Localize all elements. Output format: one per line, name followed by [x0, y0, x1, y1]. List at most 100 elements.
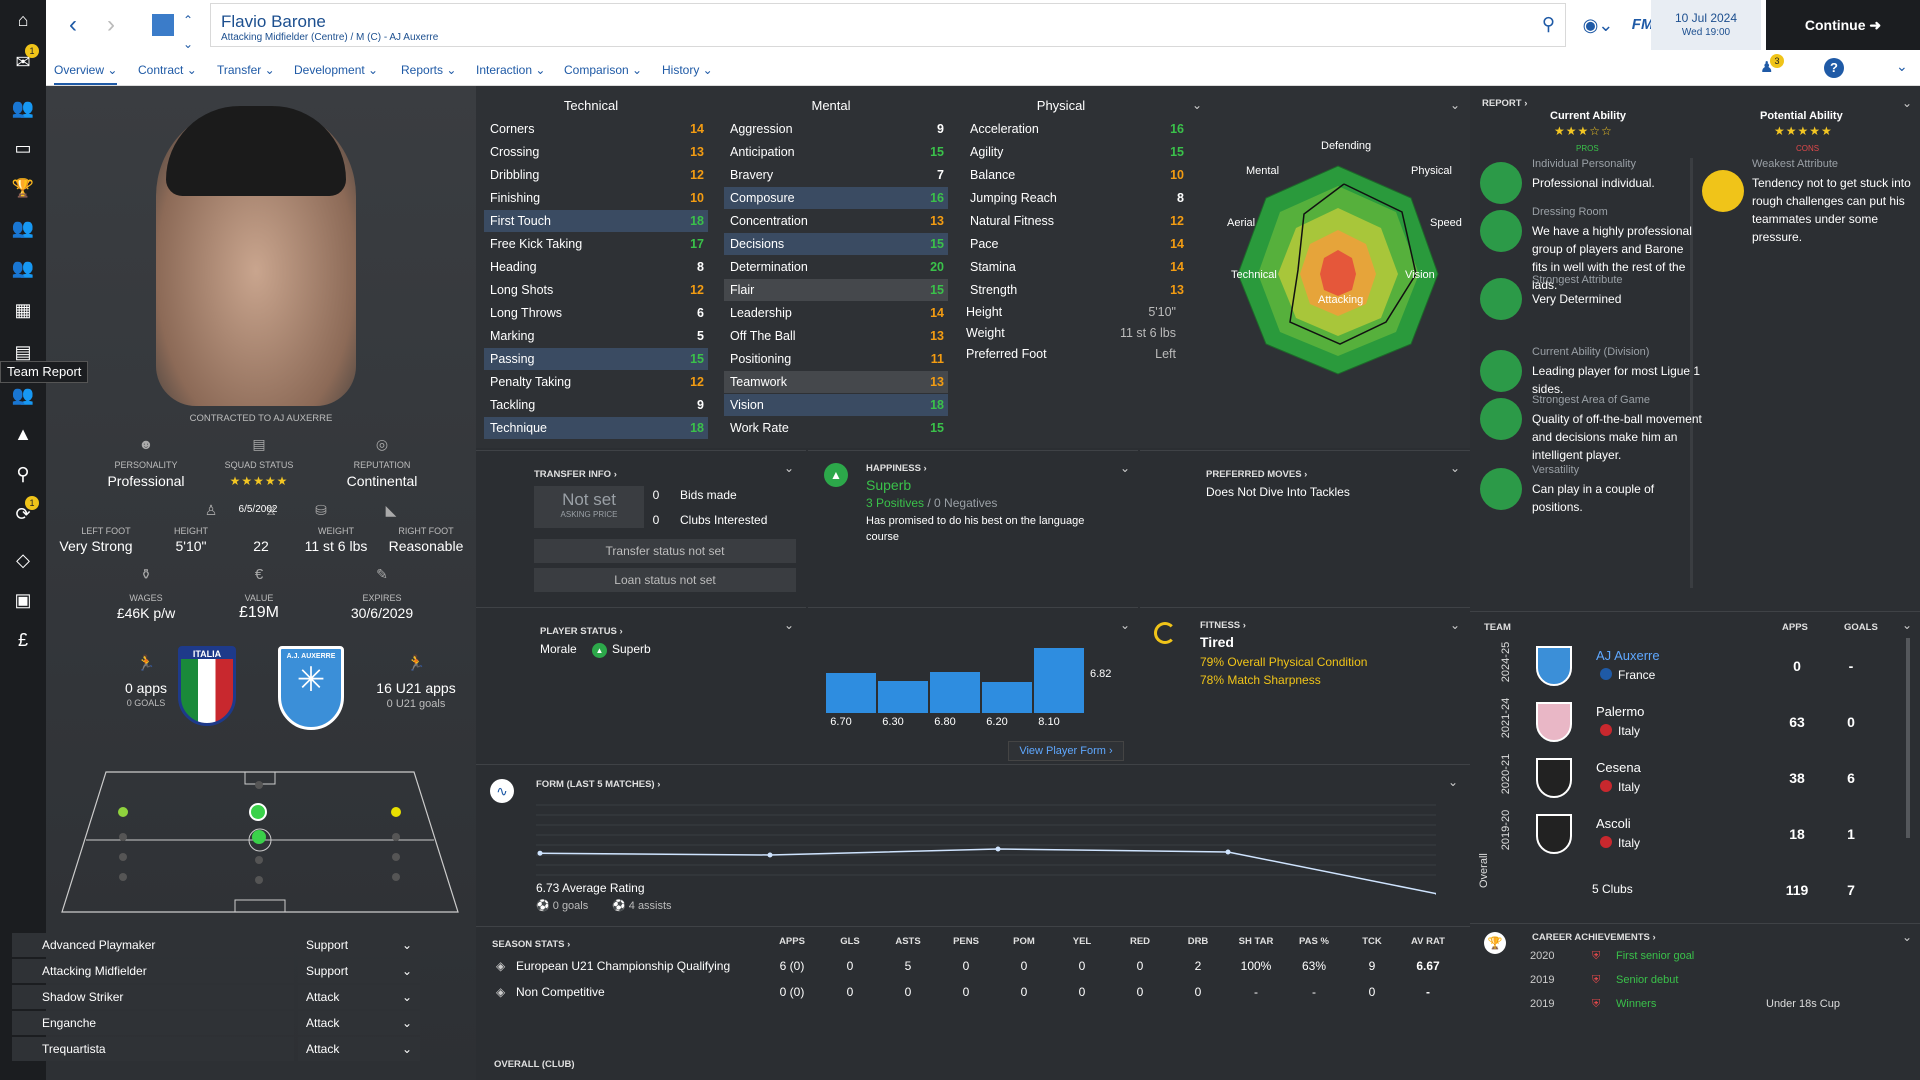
- fitness-title[interactable]: FITNESS ›: [1200, 620, 1246, 631]
- chevron-down-icon[interactable]: ⌄: [784, 618, 795, 632]
- attribute-jumping-reach[interactable]: Jumping Reach 8: [970, 191, 1184, 205]
- role-row[interactable]: Enganche Attack ⌄: [12, 1011, 420, 1035]
- season-header[interactable]: YEL: [1072, 936, 1092, 947]
- chevron-down-icon[interactable]: ⌄: [1902, 618, 1913, 632]
- career-row[interactable]: 2020-21 Cesena Italy 38 6: [1500, 752, 1900, 804]
- preferred-moves-title[interactable]: PREFERRED MOVES ›: [1206, 469, 1308, 480]
- rating-bar[interactable]: [930, 672, 980, 713]
- form-title[interactable]: FORM (LAST 5 MATCHES) ›: [536, 779, 661, 790]
- attribute-tackling[interactable]: Tackling 9: [490, 398, 704, 412]
- training-icon[interactable]: 👥: [11, 385, 35, 405]
- report-title[interactable]: REPORT ›: [1482, 98, 1528, 109]
- tab-development[interactable]: Development ⌄: [294, 63, 379, 77]
- career-row[interactable]: 2021-24 Palermo Italy 63 0: [1500, 696, 1900, 748]
- attribute-agility[interactable]: Agility 15: [970, 145, 1184, 159]
- trophy-icon[interactable]: 🏆: [11, 178, 35, 198]
- attribute-marking[interactable]: Marking 5: [490, 329, 704, 343]
- season-header[interactable]: SH TAR: [1238, 936, 1274, 947]
- help-icon[interactable]: ?: [1824, 58, 1844, 78]
- scouting-icon[interactable]: ◇: [16, 550, 30, 570]
- tactics-icon[interactable]: ▦: [14, 300, 32, 320]
- attribute-first-touch[interactable]: First Touch 18: [484, 210, 708, 232]
- season-header[interactable]: DRB: [1187, 936, 1209, 947]
- report-scrollbar[interactable]: [1690, 158, 1693, 588]
- attribute-determination[interactable]: Determination 20: [730, 260, 944, 274]
- tab-comparison[interactable]: Comparison ⌄: [564, 63, 643, 77]
- attribute-off-the-ball[interactable]: Off The Ball 13: [730, 329, 944, 343]
- home-icon[interactable]: ⌂: [17, 10, 29, 30]
- role-row[interactable]: Attacking Midfielder Support ⌄: [12, 959, 420, 983]
- season-header[interactable]: PAS %: [1299, 936, 1329, 947]
- achievement-row[interactable]: 2019 ⛨ Winners Under 18s Cup: [1530, 998, 1910, 1018]
- attribute-aggression[interactable]: Aggression 9: [730, 122, 944, 136]
- club-crest-icon[interactable]: [152, 14, 174, 36]
- attribute-penalty-taking[interactable]: Penalty Taking 12: [490, 375, 704, 389]
- chevron-down-icon[interactable]: ⌄: [784, 461, 795, 475]
- chevron-down-icon[interactable]: ⌄: [1896, 58, 1908, 74]
- role-row[interactable]: Advanced Playmaker Support ⌄: [12, 933, 420, 957]
- chevron-down-icon[interactable]: ⌄: [1448, 775, 1459, 789]
- season-header[interactable]: APPS: [779, 936, 805, 947]
- notifications-icon[interactable]: ♟ 3: [1760, 54, 1784, 78]
- season-header[interactable]: POM: [1013, 936, 1035, 947]
- achievements-title[interactable]: CAREER ACHIEVEMENTS ›: [1532, 932, 1656, 943]
- tab-interaction[interactable]: Interaction ⌄: [476, 63, 546, 77]
- attribute-concentration[interactable]: Concentration 13: [730, 214, 944, 228]
- forward-icon[interactable]: ›: [107, 11, 115, 38]
- rating-bar[interactable]: [826, 673, 876, 713]
- finances-icon[interactable]: £: [17, 630, 28, 650]
- season-row[interactable]: ◈ Non Competitive 0 (0) 0 0 0 0 0 0 0 - - 0 -: [490, 980, 1470, 1004]
- chevron-down-icon[interactable]: ⌄: [1450, 98, 1461, 112]
- chevron-down-icon[interactable]: ⌄: [1120, 618, 1131, 632]
- chevron-down-icon[interactable]: ⌄: [1192, 98, 1203, 112]
- career-scrollbar[interactable]: [1906, 638, 1910, 838]
- role-duty-select[interactable]: Support ⌄: [298, 933, 420, 957]
- role-duty-select[interactable]: Attack ⌄: [298, 985, 420, 1009]
- attribute-composure[interactable]: Composure 16: [724, 187, 948, 209]
- season-row[interactable]: ◈ European U21 Championship Qualifying 6 (…: [490, 954, 1470, 978]
- season-header[interactable]: PENS: [953, 936, 979, 947]
- globe-icon[interactable]: ◉⌄: [1582, 15, 1614, 35]
- attribute-finishing[interactable]: Finishing 10: [490, 191, 704, 205]
- attribute-long-throws[interactable]: Long Throws 6: [490, 306, 704, 320]
- club-name[interactable]: Palermo: [1596, 704, 1645, 719]
- rating-bar[interactable]: [982, 682, 1032, 713]
- career-row[interactable]: 2024-25 AJ Auxerre France 0 -: [1500, 640, 1900, 692]
- search-icon[interactable]: ⚲: [16, 464, 30, 484]
- attribute-technique[interactable]: Technique 18: [484, 417, 708, 439]
- schedule-icon[interactable]: ▭: [14, 138, 32, 158]
- attribute-pace[interactable]: Pace 14: [970, 237, 1184, 251]
- tab-reports[interactable]: Reports ⌄: [401, 63, 457, 77]
- loan-status-button[interactable]: Loan status not set: [534, 568, 796, 592]
- attribute-work-rate[interactable]: Work Rate 15: [730, 421, 944, 435]
- chevron-down-icon[interactable]: ⌄: [1902, 930, 1913, 944]
- role-duty-select[interactable]: Attack ⌄: [298, 1011, 420, 1035]
- inbox-icon[interactable]: ✉ 1: [11, 44, 39, 74]
- attribute-anticipation[interactable]: Anticipation 15: [730, 145, 944, 159]
- role-row[interactable]: Trequartista Attack ⌄: [12, 1037, 420, 1061]
- medical-icon[interactable]: ▲: [14, 424, 32, 444]
- role-duty-select[interactable]: Support ⌄: [298, 959, 420, 983]
- achievement-row[interactable]: 2020 ⛨ First senior goal: [1530, 950, 1910, 970]
- attribute-crossing[interactable]: Crossing 13: [490, 145, 704, 159]
- rating-bar[interactable]: [1034, 648, 1084, 713]
- transfer-info-title[interactable]: TRANSFER INFO ›: [534, 469, 617, 480]
- player-status-title[interactable]: PLAYER STATUS ›: [540, 626, 623, 637]
- attribute-passing[interactable]: Passing 15: [484, 348, 708, 370]
- achievement-row[interactable]: 2019 ⛨ Senior debut: [1530, 974, 1910, 994]
- briefcase-icon[interactable]: ▣: [14, 590, 32, 610]
- attribute-strength[interactable]: Strength 13: [970, 283, 1184, 297]
- season-header[interactable]: RED: [1129, 936, 1151, 947]
- career-row[interactable]: 2019-20 Ascoli Italy 18 1: [1500, 808, 1900, 860]
- club-name[interactable]: AJ Auxerre: [1596, 648, 1660, 663]
- attribute-long-shots[interactable]: Long Shots 12: [490, 283, 704, 297]
- tab-history[interactable]: History ⌄: [662, 63, 713, 77]
- date-box[interactable]: 10 Jul 2024 Wed 19:00: [1651, 0, 1761, 50]
- youth-icon[interactable]: 👥: [11, 258, 35, 278]
- season-header[interactable]: TCK: [1362, 936, 1382, 947]
- chevron-down-icon[interactable]: ⌄: [1902, 96, 1913, 110]
- club-name[interactable]: Cesena: [1596, 760, 1641, 775]
- attribute-bravery[interactable]: Bravery 7: [730, 168, 944, 182]
- tab-contract[interactable]: Contract ⌄: [138, 63, 197, 77]
- season-stats-title[interactable]: SEASON STATS ›: [492, 939, 571, 950]
